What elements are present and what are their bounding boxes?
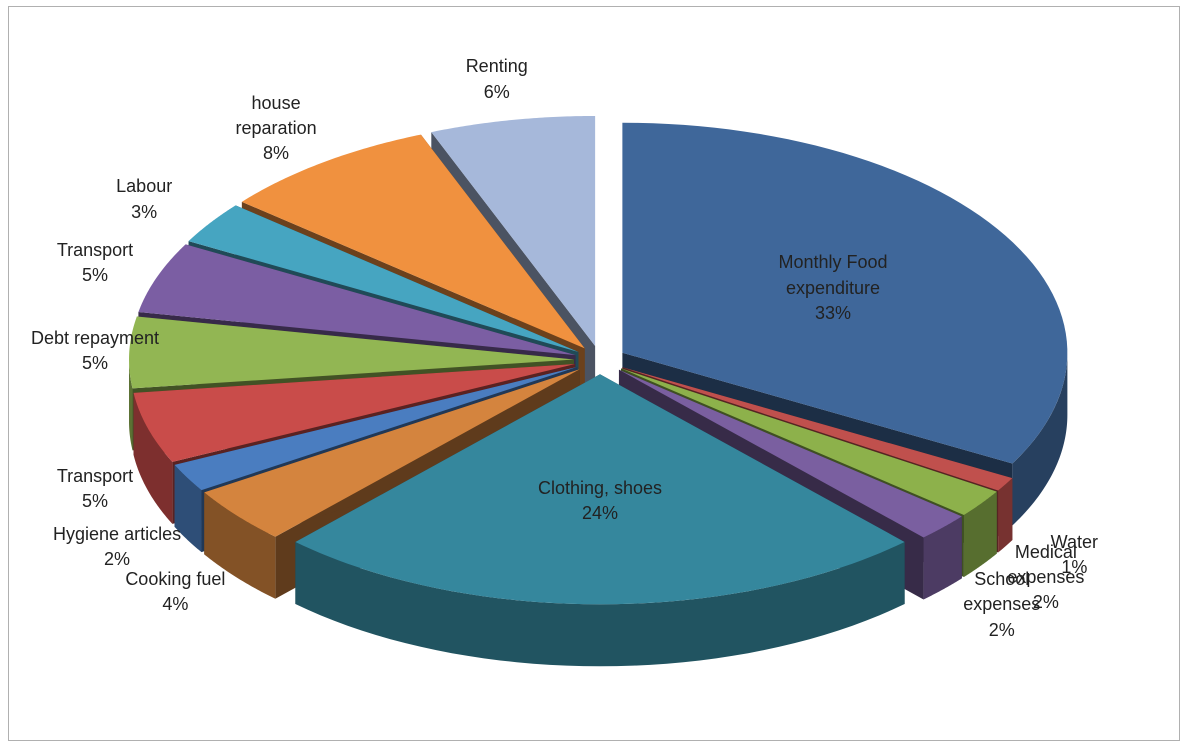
- data-label: Transport 5%: [30, 464, 160, 514]
- data-label: Medical expenses 2%: [981, 540, 1111, 616]
- category-label: Debt repayment: [30, 327, 160, 348]
- value-label: 2%: [1032, 592, 1059, 613]
- category-label: Renting: [465, 56, 528, 77]
- slice: [188, 205, 579, 352]
- value-label: 6%: [483, 81, 510, 102]
- slice-side: [1012, 352, 1068, 526]
- slice-side: [204, 492, 276, 599]
- data-label: Cooking fuel 4%: [110, 567, 240, 617]
- value-label: 5%: [81, 491, 108, 512]
- slice-side: [129, 359, 133, 451]
- value-label: 2%: [988, 619, 1015, 640]
- slice-side: [174, 464, 202, 553]
- slice: [618, 369, 962, 538]
- slice: [241, 134, 585, 349]
- category-label: Clothing, shoes: [537, 477, 663, 498]
- slice: [622, 122, 1068, 464]
- data-label: house reparation 8%: [211, 91, 341, 167]
- slice-side: [923, 516, 962, 600]
- slice-side: [963, 491, 997, 578]
- data-label: Debt repayment 5%: [30, 326, 160, 376]
- value-label: 3%: [131, 201, 158, 222]
- category-label: School expenses: [963, 569, 1041, 615]
- data-label: Clothing, shoes 24%: [515, 476, 685, 526]
- category-label: Labour: [116, 176, 173, 197]
- data-label: Labour 3%: [79, 174, 209, 224]
- value-label: 8%: [263, 143, 290, 164]
- category-label: house reparation: [235, 93, 317, 139]
- slice: [138, 244, 576, 356]
- chart-frame: [8, 6, 1180, 741]
- category-label: Water: [1050, 531, 1099, 552]
- slice-side: [133, 392, 173, 524]
- value-label: 33%: [815, 302, 852, 323]
- category-label: Monthly Food expenditure: [778, 252, 888, 298]
- value-label: 5%: [81, 353, 108, 374]
- slice: [133, 363, 576, 462]
- category-label: Cooking fuel: [125, 568, 226, 589]
- slice-side: [998, 478, 1013, 553]
- slice-side: [295, 541, 905, 667]
- slice: [129, 316, 575, 389]
- slice: [622, 367, 1013, 491]
- slice: [621, 368, 997, 516]
- slice: [295, 374, 905, 605]
- value-label: 24%: [581, 502, 619, 523]
- slice: [174, 366, 578, 491]
- value-label: 1%: [1061, 557, 1088, 578]
- value-label: 5%: [81, 265, 108, 286]
- category-label: Medical expenses: [1007, 541, 1085, 587]
- data-label: Renting 6%: [432, 54, 562, 104]
- value-label: 4%: [162, 593, 189, 614]
- data-label: School expenses 2%: [937, 567, 1067, 643]
- data-label: Water 1%: [1009, 530, 1139, 580]
- slice: [431, 115, 596, 346]
- data-label: Monthly Food expenditure 33%: [748, 251, 918, 327]
- value-label: 2%: [104, 549, 131, 570]
- data-label: Transport 5%: [30, 238, 160, 288]
- data-label: Hygiene articles 2%: [52, 522, 182, 572]
- category-label: Hygiene articles: [53, 524, 182, 545]
- category-label: Transport: [56, 466, 134, 487]
- category-label: Transport: [56, 240, 134, 261]
- slice: [204, 369, 580, 537]
